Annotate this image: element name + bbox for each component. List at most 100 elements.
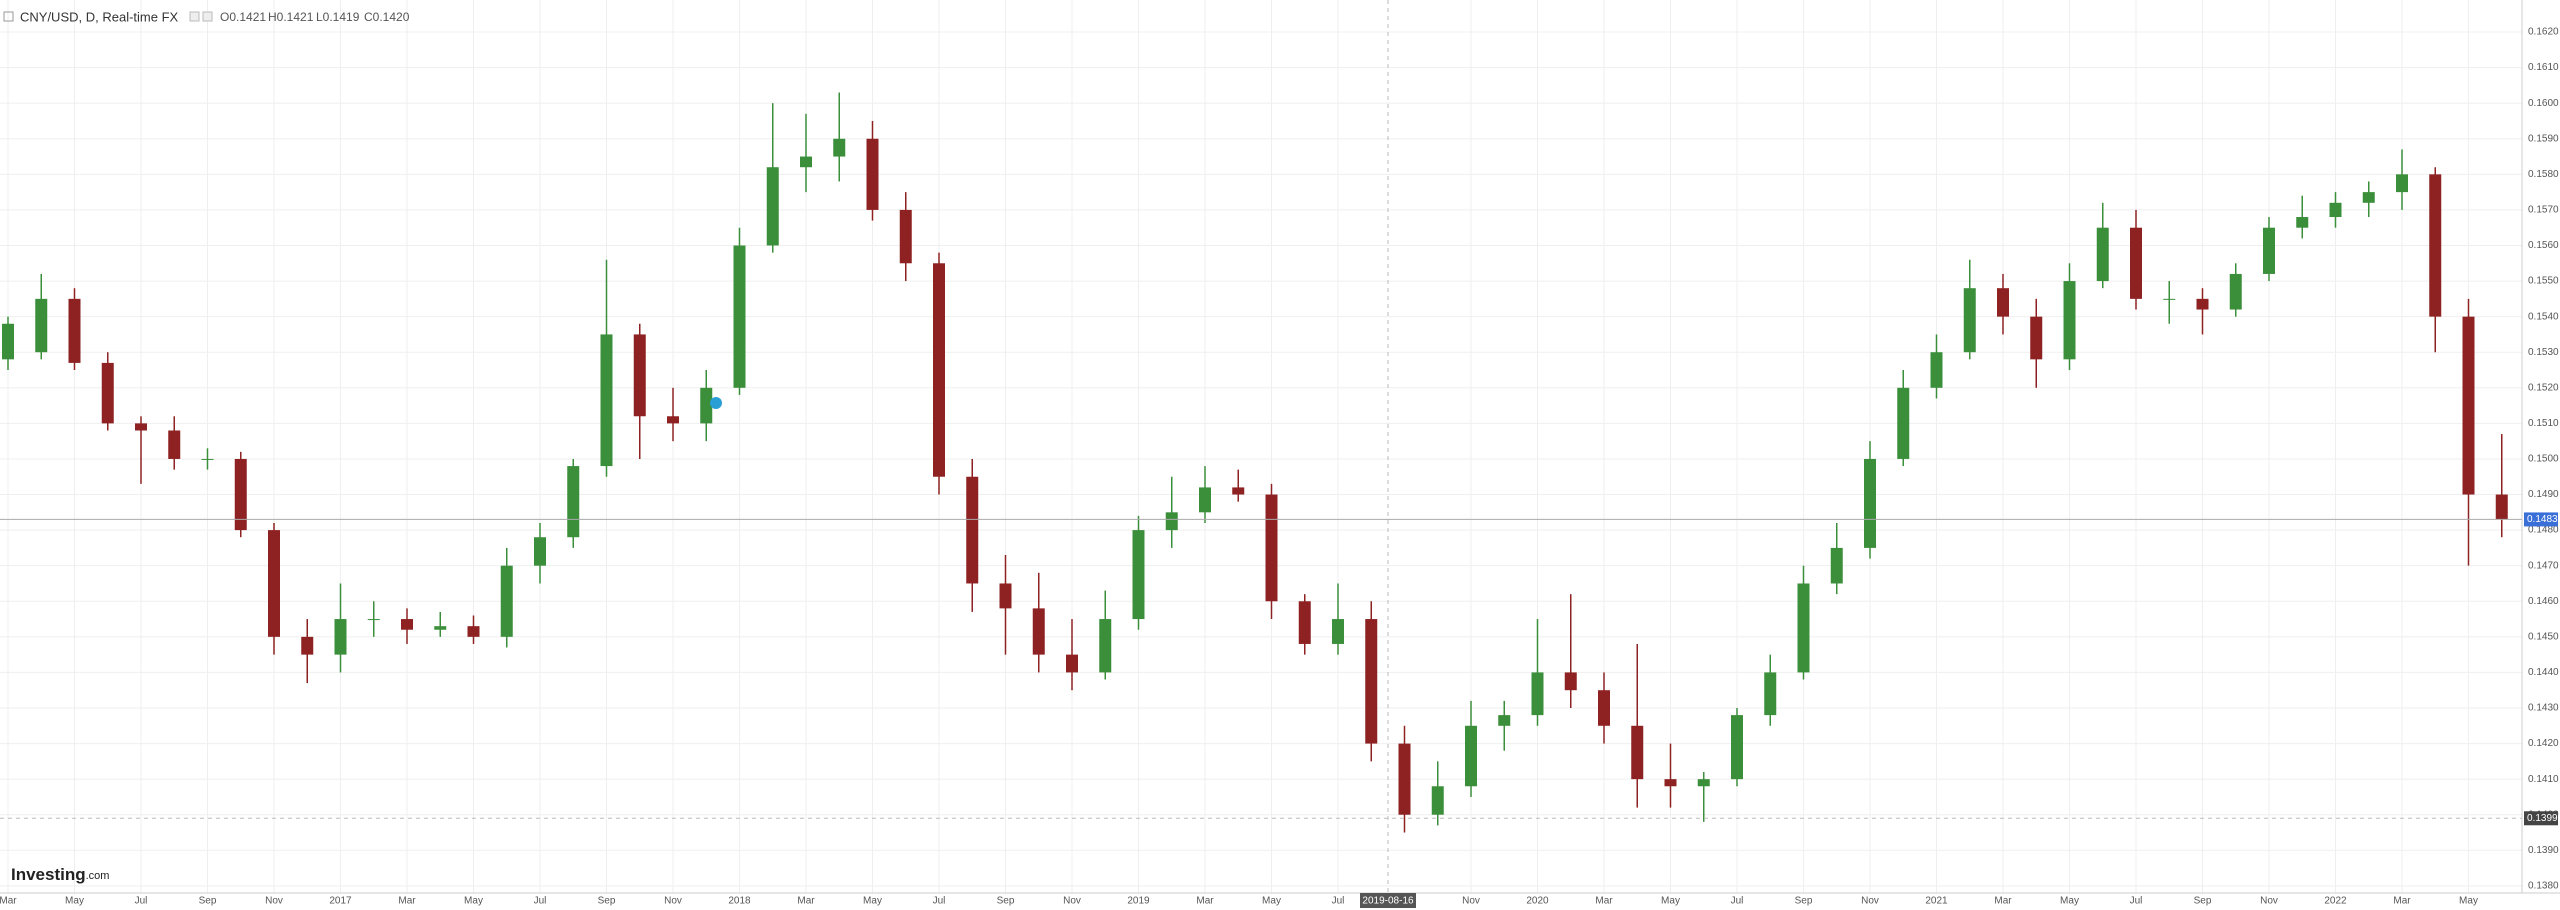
crosshair-date: 2019-08-16 [1362,896,1414,907]
y-tick-label: 0.1560 [2528,240,2559,251]
candle-body [234,458,247,531]
candle-body [2063,281,2076,360]
candle-body [500,565,513,637]
candle-body [2196,298,2209,310]
candle-body [2030,316,2043,360]
x-tick-label: Nov [664,896,682,907]
candle-body [1598,690,1610,726]
x-tick-label: May [65,896,84,907]
candle-body [1465,725,1477,787]
candle-body [2,323,14,360]
toggle-icon[interactable] [202,11,213,22]
x-tick-label: Jul [135,896,148,907]
y-tick-label: 0.1410 [2528,774,2559,785]
x-tick-label: May [1661,896,1680,907]
y-tick-label: 0.1530 [2528,347,2559,358]
candle-body [135,423,147,431]
logo: Investing.com [11,865,109,884]
y-tick-label: 0.1600 [2528,98,2559,109]
y-tick-label: 0.1610 [2528,62,2559,73]
candle-body [2296,217,2309,228]
x-tick-label: 2020 [1526,896,1549,907]
candle-body [1963,288,1976,353]
x-tick-label: Mar [1595,896,1613,907]
candle-body [401,619,413,630]
y-tick-label: 0.1620 [2528,27,2559,38]
x-tick-label: Sep [598,896,616,907]
logo-main: Investing [11,865,86,884]
x-tick-label: Nov [2260,896,2278,907]
x-tick-label: 2021 [1925,896,1948,907]
candle-body [2163,298,2176,300]
candle-body [966,476,979,584]
candle-body [1398,743,1411,815]
candle-body [1864,458,1876,548]
candle-body [1431,786,1444,815]
y-tick-label: 0.1380 [2528,881,2559,892]
x-tick-label: Nov [265,896,283,907]
candle-body [1032,608,1045,655]
candle-body [434,626,447,630]
x-tick-label: 2022 [2324,896,2347,907]
x-tick-label: May [2459,896,2478,907]
candle-body [2096,227,2109,282]
candle-body [2462,316,2475,495]
candle-body [534,537,546,566]
event-marker[interactable] [710,397,722,409]
x-tick-label: Sep [199,896,217,907]
candle-body [1631,725,1644,780]
y-tick-label: 0.1590 [2528,133,2559,144]
y-tick-label: 0.1440 [2528,667,2559,678]
candle-body [301,636,314,655]
candle-body [1731,715,1743,780]
x-tick-label: Jul [534,896,547,907]
candle-body [1531,672,1544,716]
x-tick-label: Sep [1795,896,1813,907]
candle-body [1132,530,1145,620]
y-tick-label: 0.1480 [2528,525,2559,536]
candle-body [1265,494,1278,602]
candle-body [567,466,580,538]
y-tick-label: 0.1570 [2528,205,2559,216]
candle-body [2396,174,2408,193]
candle-body [168,430,181,459]
candle-body [1066,654,1078,673]
candle-body [1199,487,1211,513]
candle-body [733,245,746,388]
x-tick-label: Mar [1196,896,1214,907]
chart-title: CNY/USD, D, Real-time FX [20,9,179,24]
crosshair-price-label: 0.1399 [2527,813,2558,824]
candle-body [101,362,114,424]
candle-body [1897,387,1910,459]
x-tick-label: Mar [398,896,416,907]
candle-body [1830,547,1843,584]
x-tick-label: Jul [1731,896,1744,907]
y-tick-label: 0.1430 [2528,703,2559,714]
y-tick-label: 0.1390 [2528,845,2559,856]
candle-body [1664,779,1677,787]
candle-body [700,387,713,424]
candle-body [2329,202,2342,218]
candle-body [1365,619,1378,744]
candle-body [933,263,945,477]
candle-body [334,619,347,655]
x-tick-label: Nov [1462,896,1480,907]
x-tick-label: 2018 [728,896,751,907]
candle-body [633,334,646,417]
candle-body [68,298,81,363]
x-tick-label: Mar [0,896,17,907]
candle-body [1797,583,1810,673]
x-tick-label: Jul [2130,896,2143,907]
toggle-icon[interactable] [189,11,200,22]
candle-body [2495,494,2508,520]
y-tick-label: 0.1490 [2528,489,2559,500]
y-tick-label: 0.1500 [2528,454,2559,465]
candle-body [667,416,679,424]
ohlc-value: L0.1419 [316,10,360,24]
y-tick-label: 0.1510 [2528,418,2559,429]
candle-body [766,167,779,246]
x-tick-label: Nov [1861,896,1879,907]
collapse-icon[interactable] [3,11,14,22]
